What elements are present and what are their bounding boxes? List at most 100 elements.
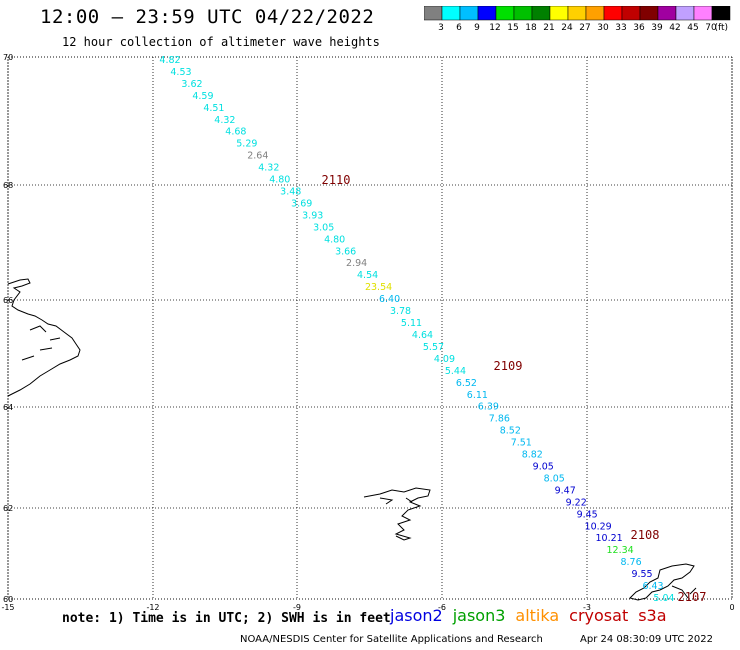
wave-height-value: 8.82 [522, 450, 543, 461]
footer-note: note: 1) Time is in UTC; 2) SWH is in fe… [62, 611, 391, 626]
wave-height-value: 4.09 [434, 354, 455, 365]
scale-label: 39 [651, 23, 663, 32]
scale-swatch [711, 6, 731, 21]
wave-height-value: 4.53 [170, 67, 191, 78]
satellite-name: jason3 [452, 606, 506, 625]
pass-number-label: 2110 [322, 173, 351, 187]
satellite-legend: jason2 jason3 altika cryosat s3a [390, 606, 677, 625]
pass-number-label: 2107 [678, 590, 707, 604]
pass-number-label: 2108 [631, 528, 660, 542]
lon-label: -6 [438, 603, 446, 612]
iceland-coastline [7, 278, 81, 397]
lon-label: 0 [729, 603, 734, 612]
lat-label: 68 [3, 181, 13, 190]
wave-height-value: 4.32 [214, 115, 235, 126]
scale-label: 33 [615, 23, 626, 32]
scale-label: 27 [579, 23, 590, 32]
lat-label: 70 [3, 53, 13, 62]
wave-height-value: 9.05 [533, 461, 554, 472]
scale-label: 30 [597, 23, 609, 32]
wave-height-value: 5.29 [236, 139, 257, 150]
wave-height-value: 4.80 [269, 175, 290, 186]
shetland-islands [629, 563, 697, 601]
wave-height-value: 6.52 [456, 378, 477, 389]
wave-height-value: 5.57 [423, 342, 444, 353]
scale-label: 24 [561, 23, 573, 32]
scale-label: 15 [507, 23, 518, 32]
scale-unit: (ft) [714, 23, 728, 32]
wave-height-value: 3.66 [335, 246, 356, 257]
altimeter-track: 4.824.533.624.594.514.324.685.292.644.32… [159, 55, 674, 604]
wave-height-value: 3.69 [291, 198, 312, 209]
scale-label: 3 [438, 23, 444, 32]
scale-label: 36 [633, 23, 645, 32]
wave-height-value: 8.52 [500, 426, 521, 437]
lat-label: 64 [3, 403, 13, 412]
satellite-name: s3a [638, 606, 667, 625]
wave-height-value: 5.04 [653, 593, 674, 604]
wave-height-value: 4.80 [324, 234, 345, 245]
wave-height-value: 10.21 [596, 533, 623, 544]
wave-height-value: 23.54 [365, 282, 392, 293]
wave-height-value: 6.39 [478, 402, 499, 413]
faroe-islands [363, 487, 431, 541]
wave-height-value: 4.64 [412, 330, 433, 341]
scale-label: 21 [543, 23, 554, 32]
lon-label: -12 [146, 603, 159, 612]
map-frame [7, 56, 733, 600]
scale-label: 42 [669, 23, 680, 32]
credit-line: NOAA/NESDIS Center for Satellite Applica… [240, 634, 543, 645]
pass-number-label: 2109 [494, 359, 523, 373]
wave-height-value: 9.22 [566, 497, 587, 508]
wave-height-value: 9.55 [631, 569, 652, 580]
map-subtitle: 12 hour collection of altimeter wave hei… [62, 35, 380, 49]
wave-height-value: 6.40 [379, 294, 400, 305]
wave-height-value: 3.62 [181, 79, 202, 90]
wave-height-value: 10.29 [585, 521, 612, 532]
lat-label: 62 [3, 504, 13, 513]
wave-height-value: 7.51 [511, 438, 532, 449]
scale-label: 12 [489, 23, 500, 32]
scale-label: 45 [687, 23, 698, 32]
scale-label: 70 [705, 23, 717, 32]
wave-height-value: 7.86 [489, 414, 510, 425]
wave-height-value: 4.68 [225, 127, 246, 138]
lat-label: 60 [3, 595, 13, 604]
wave-height-value: 8.05 [544, 473, 565, 484]
scale-label: 18 [525, 23, 537, 32]
wave-height-value: 3.78 [390, 306, 411, 317]
axis-labels: 70 68 66 64 62 60-15 -12 -9 -6 -3 0 [1, 53, 734, 612]
wave-height-value: 5.11 [401, 318, 422, 329]
wave-height-value: 6.43 [642, 581, 663, 592]
lat-label: 66 [3, 296, 13, 305]
wave-height-value: 4.59 [192, 91, 213, 102]
wave-height-value: 2.64 [247, 151, 268, 162]
wave-height-value: 4.82 [159, 55, 180, 66]
generated-timestamp: Apr 24 08:30:09 UTC 2022 [580, 634, 713, 645]
satellite-name: cryosat [569, 606, 629, 625]
scale-label: 6 [456, 23, 462, 32]
satellite-name: jason2 [390, 606, 443, 625]
wave-height-value: 4.51 [203, 103, 224, 114]
lon-label: -15 [1, 603, 14, 612]
wave-height-value: 6.11 [467, 390, 488, 401]
lat-lon-grid [7, 56, 733, 600]
wave-height-value: 3.48 [280, 187, 301, 198]
wave-height-value: 4.54 [357, 270, 378, 281]
map-title: 12:00 – 23:59 UTC 04/22/2022 [40, 6, 375, 28]
wave-height-value: 4.32 [258, 163, 279, 174]
wave-height-value: 2.94 [346, 258, 367, 269]
pass-labels: 2110 2109 2108 2107 [322, 173, 707, 604]
satellite-name: altika [515, 606, 560, 625]
wave-height-value: 8.76 [620, 557, 641, 568]
wave-height-value: 5.44 [445, 366, 466, 377]
lon-label: -3 [583, 603, 591, 612]
lon-label: -9 [293, 603, 301, 612]
wave-height-value: 9.45 [577, 509, 598, 520]
wave-height-value: 12.34 [606, 545, 633, 556]
wave-height-value: 3.05 [313, 222, 334, 233]
scale-label: 9 [474, 23, 480, 32]
color-scale-legend: 3 6 9 12 15 18 21 24 27 30 33 36 39 42 45 70(ft) [424, 6, 731, 32]
wave-height-value: 3.93 [302, 210, 323, 221]
